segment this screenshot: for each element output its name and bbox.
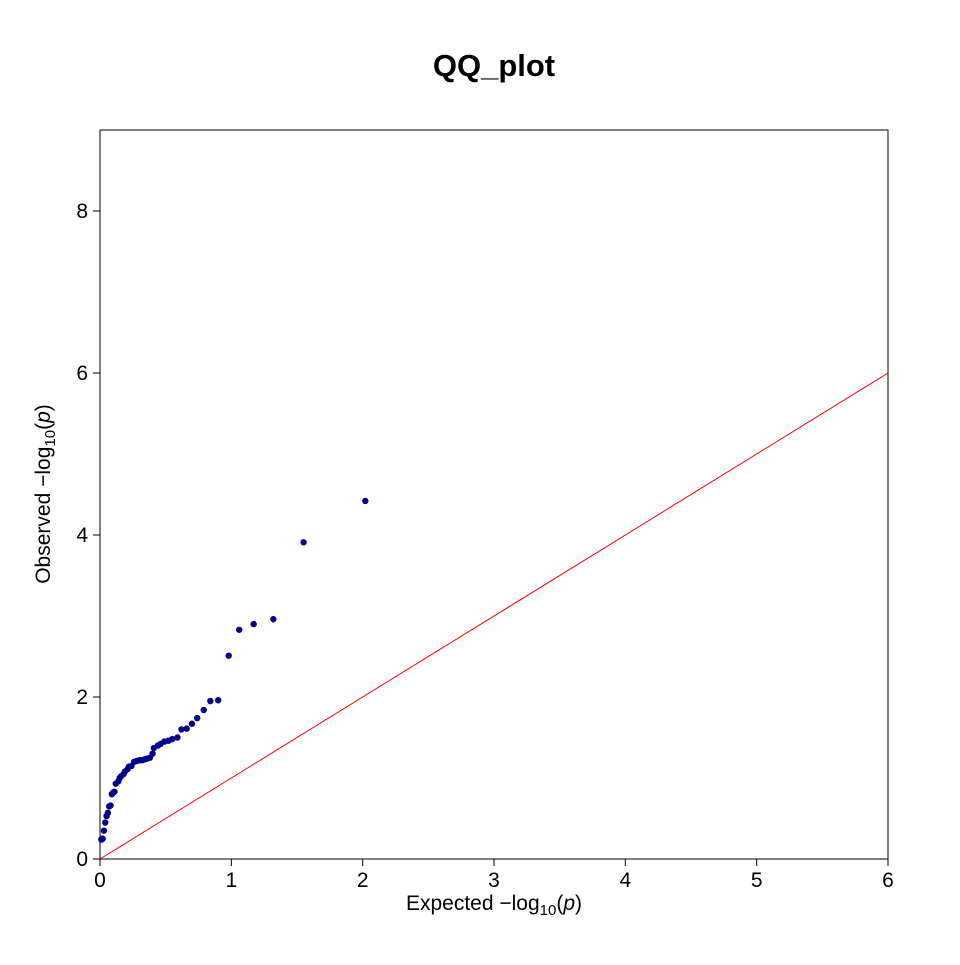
y-tick-label: 8 xyxy=(76,200,88,223)
x-tick-label: 2 xyxy=(357,869,369,892)
data-point xyxy=(99,835,106,842)
chart-title: QQ_plot xyxy=(433,48,555,83)
x-axis-label-prefix: Expected xyxy=(406,892,494,915)
y-axis-label-var: p xyxy=(32,411,55,424)
data-point xyxy=(207,697,214,705)
data-point xyxy=(200,706,207,714)
data-point xyxy=(300,539,307,546)
data-point xyxy=(270,616,277,623)
data-point xyxy=(149,750,156,757)
y-axis-label-log: log xyxy=(32,447,55,475)
y-axis-label: Observed −log10(p) xyxy=(32,404,59,584)
plot-frame xyxy=(99,129,889,860)
y-tick-label: 2 xyxy=(76,686,88,709)
x-axis-label-var: p xyxy=(562,892,575,915)
x-tick-label: 4 xyxy=(619,869,631,892)
data-point xyxy=(178,726,185,733)
y-axis-ticks: 0 2 4 6 8 xyxy=(76,200,100,871)
x-tick-label: 1 xyxy=(225,869,237,892)
y-tick-label: 4 xyxy=(76,524,88,547)
data-points xyxy=(98,497,369,843)
data-point xyxy=(100,827,108,834)
data-point xyxy=(215,697,222,704)
y-axis-label-prefix: Observed xyxy=(32,493,55,584)
data-point xyxy=(169,735,176,743)
x-tick-label: 0 xyxy=(94,869,106,892)
data-point xyxy=(188,720,196,727)
x-axis-label-log: log xyxy=(512,892,540,915)
reference-line xyxy=(99,372,889,860)
y-axis-label-sub: 10 xyxy=(42,430,59,447)
x-tick-label: 6 xyxy=(882,869,894,892)
data-point xyxy=(111,788,118,795)
x-axis-ticks: 0 1 2 3 4 5 6 xyxy=(94,859,894,892)
data-point xyxy=(183,725,190,732)
y-tick-label: 6 xyxy=(76,362,88,385)
data-point xyxy=(362,497,369,505)
data-point xyxy=(250,620,257,628)
x-axis-label-sub: 10 xyxy=(540,902,557,919)
data-point xyxy=(225,652,232,659)
data-point xyxy=(193,714,201,722)
data-point xyxy=(104,809,112,817)
x-axis-label: Expected −log10(p) xyxy=(406,892,582,919)
y-tick-label: 0 xyxy=(76,848,88,871)
data-point xyxy=(107,802,114,809)
data-point xyxy=(102,819,109,826)
data-point xyxy=(174,734,181,741)
x-tick-label: 3 xyxy=(488,869,500,892)
x-tick-label: 5 xyxy=(751,869,763,892)
data-point xyxy=(236,626,243,633)
